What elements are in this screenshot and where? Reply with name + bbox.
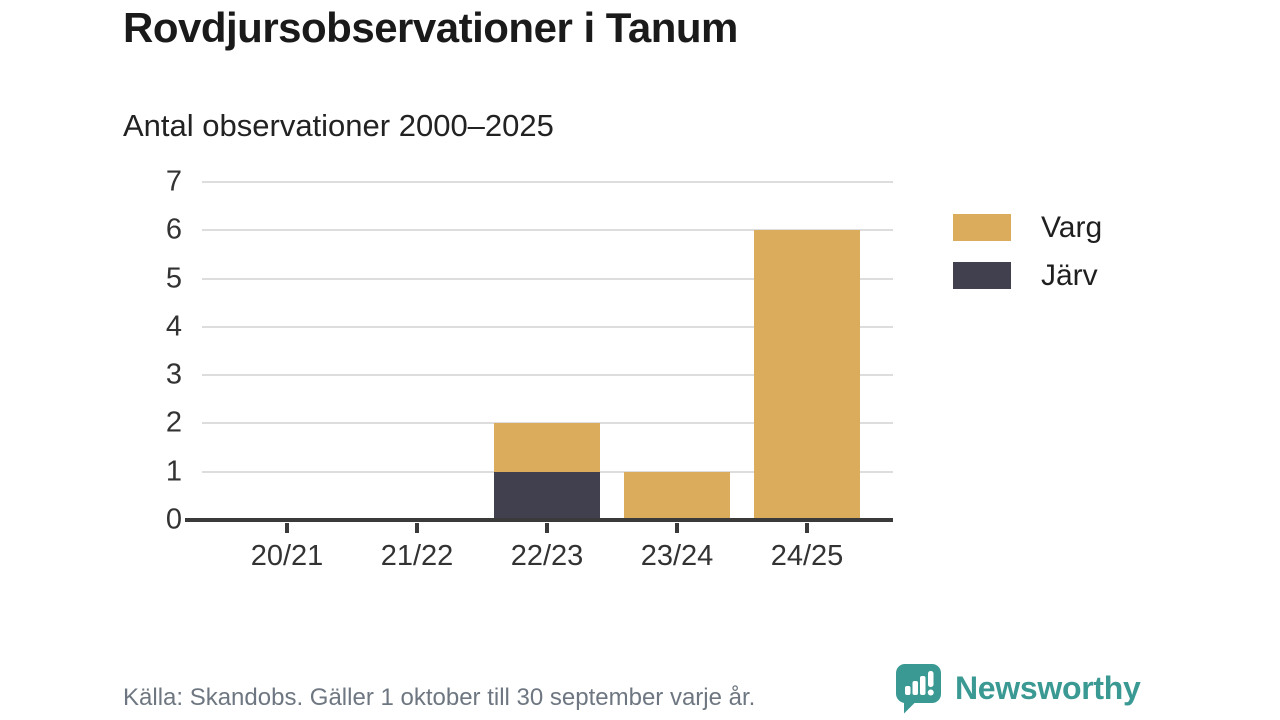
y-tick-label: 6	[165, 213, 182, 246]
y-tick-label: 2	[165, 406, 182, 439]
source-note: Källa: Skandobs. Gäller 1 oktober till 3…	[123, 684, 756, 711]
x-tick-mark	[545, 523, 549, 533]
legend-item-varg: Varg	[953, 210, 1103, 244]
x-axis-labels: 20/21 21/22 22/23 23/24 24/25	[222, 520, 872, 590]
x-tick-label: 23/24	[640, 540, 714, 572]
legend-label: Järv	[1041, 258, 1098, 292]
x-tick-label: 20/21	[250, 540, 324, 572]
y-tick-label: 4	[165, 310, 182, 343]
x-tick-mark	[415, 523, 419, 533]
chart-subtitle: Antal observationer 2000–2025	[123, 108, 554, 143]
y-axis-labels: 0 1 2 3 4 5 6 7	[105, 167, 182, 534]
x-axis-line	[185, 518, 893, 522]
y-tick-label: 7	[165, 165, 182, 198]
x-tick-label: 22/23	[510, 540, 584, 572]
chart-title: Rovdjursobservationer i Tanum	[123, 4, 738, 51]
gridline	[202, 374, 893, 377]
x-tick-mark	[285, 523, 289, 533]
brand-logo: Newsworthy	[895, 663, 1141, 714]
y-tick-label: 1	[165, 455, 182, 488]
x-tick-label: 24/25	[770, 540, 844, 572]
bar-segment-varg-22/23	[494, 423, 600, 472]
bar-segment-varg-23/24	[624, 471, 730, 520]
gridline	[202, 229, 893, 232]
newsworthy-icon	[896, 664, 941, 714]
gridline	[202, 181, 893, 183]
bars-layer	[222, 182, 872, 520]
y-tick-label: 5	[165, 262, 182, 295]
x-tick-mark	[805, 523, 809, 533]
x-tick-mark	[675, 523, 679, 533]
y-tick-label: 3	[165, 358, 182, 391]
bar-segment-järv-22/23	[494, 471, 600, 520]
legend-swatch	[953, 214, 1011, 241]
legend-swatch	[953, 262, 1011, 289]
y-tick-label: 0	[165, 503, 182, 536]
bar-segment-varg-24/25	[754, 230, 860, 520]
gridline	[202, 325, 893, 328]
legend: Varg Järv	[953, 210, 1103, 310]
brand-name: Newsworthy	[955, 670, 1141, 706]
x-tick-label: 21/22	[380, 540, 454, 572]
gridline	[202, 277, 893, 280]
legend-item-järv: Järv	[953, 258, 1102, 292]
legend-label: Varg	[1041, 210, 1103, 244]
